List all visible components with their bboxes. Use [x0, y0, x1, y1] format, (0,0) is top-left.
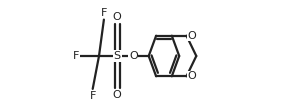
- Text: F: F: [89, 91, 96, 101]
- Text: O: O: [129, 51, 138, 61]
- Text: O: O: [188, 71, 196, 81]
- Text: F: F: [72, 51, 79, 61]
- Text: O: O: [113, 90, 122, 100]
- Text: O: O: [113, 12, 122, 22]
- Text: S: S: [114, 51, 121, 61]
- Text: O: O: [188, 31, 196, 41]
- Text: F: F: [101, 8, 107, 17]
